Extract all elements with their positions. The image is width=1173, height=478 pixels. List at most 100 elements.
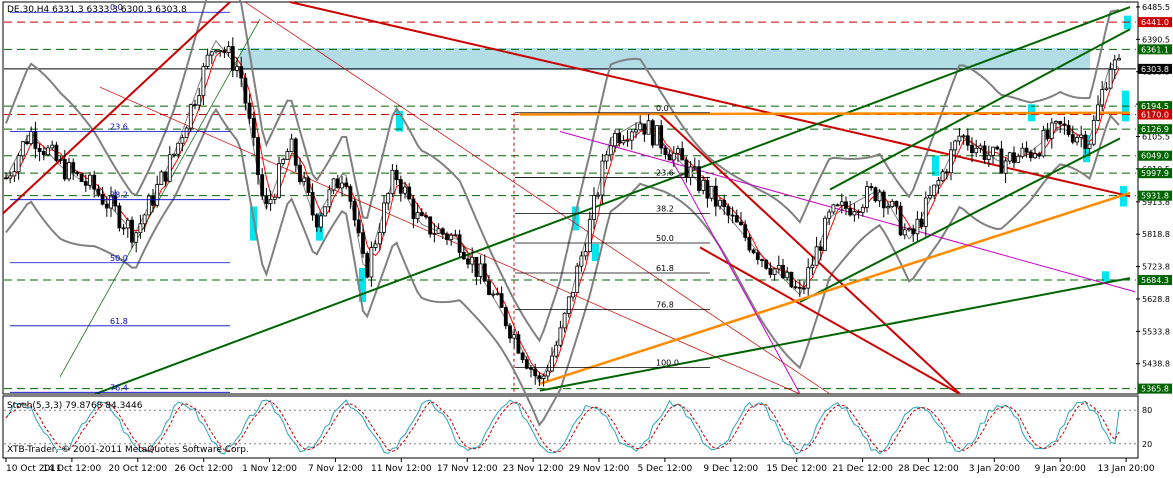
candle	[730, 206, 735, 224]
candle-body	[314, 214, 319, 228]
candle-body	[470, 256, 475, 265]
candle	[134, 231, 139, 253]
candle	[554, 340, 559, 359]
candle	[625, 130, 630, 147]
candle-body	[1020, 147, 1025, 157]
candle-body	[197, 95, 202, 106]
candle	[1016, 153, 1021, 163]
candle	[176, 142, 181, 158]
candle	[146, 193, 151, 216]
candle-body	[251, 117, 256, 138]
candle-body	[306, 177, 311, 193]
candle-body	[676, 148, 680, 154]
candle-body	[659, 125, 664, 149]
candle-body	[33, 131, 38, 149]
candle	[634, 122, 638, 139]
candle	[1104, 81, 1109, 91]
candle	[604, 150, 609, 170]
candle	[877, 189, 882, 207]
candle	[718, 198, 722, 210]
candle	[692, 157, 697, 170]
candle-body	[83, 181, 88, 186]
candle	[827, 209, 832, 226]
y-tick-label: 5913.8	[1142, 198, 1170, 207]
candle	[659, 119, 664, 155]
candle-body	[865, 186, 869, 208]
candle	[852, 203, 857, 222]
candle	[898, 201, 903, 237]
x-tick-label: 7 Nov 12:00	[308, 464, 363, 474]
candle-body	[705, 179, 710, 199]
candle-body	[726, 206, 731, 216]
candle	[386, 192, 391, 211]
candle-body	[613, 132, 617, 147]
candle-body	[634, 129, 638, 133]
candle	[802, 281, 806, 295]
candle-body	[340, 182, 344, 189]
candle-body	[155, 184, 160, 206]
trend-line	[244, 1, 831, 395]
candle	[16, 152, 21, 180]
x-tick-label: 13 Jan 20:00	[1098, 464, 1155, 474]
candle-body	[8, 175, 13, 179]
fib-label: 0.0	[656, 104, 669, 113]
candle	[562, 312, 567, 333]
candle	[566, 296, 571, 318]
price-label: 6049.0	[1141, 152, 1169, 161]
candle	[92, 170, 97, 198]
candle	[373, 240, 378, 251]
price-label: 5365.8	[1141, 385, 1169, 394]
candle-body	[583, 251, 588, 257]
candle	[310, 183, 315, 221]
candle-body	[772, 268, 777, 275]
candle	[41, 147, 46, 161]
trend-line	[699, 246, 961, 395]
candle-body	[298, 164, 302, 182]
price-label: 6441.0	[1141, 18, 1169, 27]
candle-body	[818, 246, 823, 251]
candle-body	[46, 147, 50, 156]
candle	[848, 200, 853, 217]
candle	[184, 126, 189, 139]
candle-body	[369, 247, 374, 278]
candle-body	[243, 77, 248, 104]
candle-body	[235, 66, 239, 71]
candle	[1091, 115, 1096, 147]
candle-body	[806, 267, 811, 289]
candle	[235, 57, 239, 78]
candle	[12, 162, 17, 182]
candle-body	[323, 206, 328, 217]
copyright-text: XTB-Trader, © 2001-2011 MetaQuotes Softw…	[7, 445, 249, 455]
candle	[713, 177, 718, 217]
candle-body	[940, 171, 945, 182]
candle	[281, 157, 286, 166]
candle	[1058, 120, 1063, 134]
candle	[881, 189, 886, 218]
x-tick-label: 14 Oct 12:00	[43, 464, 102, 474]
candle-body	[54, 144, 59, 161]
candle	[743, 220, 748, 242]
candle-body	[457, 234, 462, 253]
candle	[860, 204, 865, 217]
candle-body	[802, 287, 806, 290]
candle	[600, 153, 605, 204]
candle	[113, 189, 118, 212]
candle-body	[898, 205, 903, 236]
candle-body	[272, 196, 277, 200]
candle-body	[701, 179, 706, 191]
trend-line	[539, 277, 1131, 392]
candle	[1087, 142, 1092, 154]
candle-body	[856, 211, 861, 214]
candle-body	[180, 137, 185, 144]
candle	[995, 145, 1000, 151]
candle	[890, 199, 895, 209]
candle	[243, 72, 248, 111]
candle	[293, 137, 298, 172]
candle	[1028, 149, 1033, 162]
candle-body	[302, 177, 307, 182]
candle-body	[881, 191, 886, 209]
candle	[46, 145, 50, 157]
candle	[776, 255, 781, 274]
candle-body	[953, 140, 958, 151]
